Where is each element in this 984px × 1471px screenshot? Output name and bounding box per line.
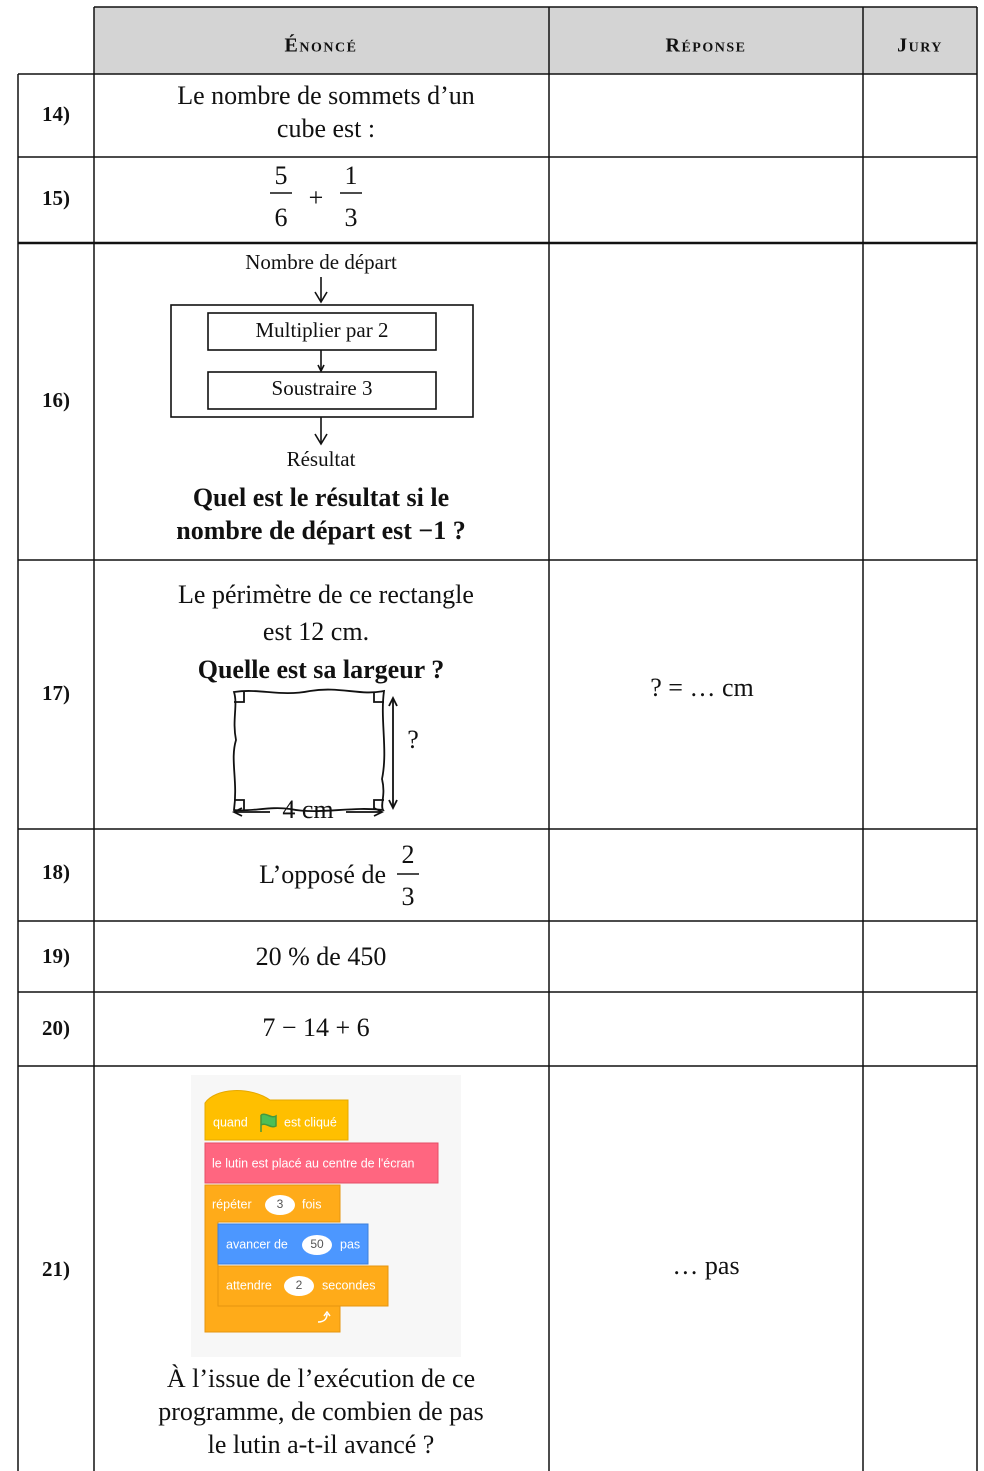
diagram-step: Soustraire 3 [272, 376, 373, 400]
column-header: Énoncé [285, 34, 358, 57]
denominator: 6 [275, 203, 288, 232]
denominator: 3 [345, 203, 358, 232]
row-number: 21) [42, 1257, 70, 1281]
block-text: secondes [322, 1278, 376, 1292]
denominator: 3 [402, 882, 415, 911]
statement: 7 − 14 + 6 [262, 1013, 369, 1042]
question: À l’issue de l’exécution de ce [167, 1364, 475, 1393]
question: programme, de combien de pas [158, 1397, 484, 1426]
statement: L’opposé de [259, 860, 386, 889]
column-header: Réponse [666, 35, 747, 57]
block-text: quand [213, 1115, 248, 1129]
block-input: 50 [310, 1237, 324, 1251]
block-input: 3 [277, 1197, 284, 1211]
row-number: 17) [42, 681, 70, 705]
row-number: 18) [42, 860, 70, 884]
statement: 20 % de 450 [256, 942, 387, 971]
block-text: avancer de [226, 1237, 288, 1251]
block-text: fois [302, 1197, 321, 1211]
statement: Le périmètre de ce rectangle [178, 580, 474, 609]
diagram-step: Multiplier par 2 [256, 318, 389, 342]
answer: ? = … cm [650, 673, 753, 702]
block-text: pas [340, 1237, 360, 1251]
question: nombre de départ est −1 ? [176, 516, 465, 545]
block-text: est cliqué [284, 1115, 337, 1129]
numerator: 2 [402, 840, 415, 869]
block-text: le lutin est placé au centre de l'écran [212, 1156, 415, 1170]
height-label: ? [407, 725, 419, 754]
block-text: attendre [226, 1278, 272, 1292]
row-number: 16) [42, 388, 70, 412]
width-label: 4 cm [282, 795, 333, 824]
operator: + [309, 183, 324, 212]
question: Quelle est sa largeur ? [198, 655, 444, 684]
block-input: 2 [296, 1278, 303, 1292]
numerator: 5 [275, 161, 288, 190]
row-number: 14) [42, 102, 70, 126]
row-number: 19) [42, 944, 70, 968]
question: le lutin a-t-il avancé ? [208, 1430, 435, 1459]
diagram-start: Nombre de départ [245, 250, 397, 274]
header-background [94, 7, 977, 74]
statement: Le nombre de sommets d’un [177, 81, 475, 110]
question: Quel est le résultat si le [193, 483, 449, 512]
diagram-shapes [170, 277, 474, 446]
row-number: 20) [42, 1016, 70, 1040]
rectangle-figure [231, 688, 398, 817]
table-grid [17, 6, 978, 1471]
block-text: répéter [212, 1197, 252, 1211]
row-number: 15) [42, 186, 70, 210]
scratch-program [191, 1075, 461, 1357]
column-header: Jury [897, 35, 943, 57]
numerator: 1 [345, 161, 358, 190]
statement: cube est : [277, 114, 375, 143]
answer: … pas [672, 1251, 739, 1280]
statement: est 12 cm. [263, 617, 369, 646]
diagram-end: Résultat [287, 447, 356, 471]
